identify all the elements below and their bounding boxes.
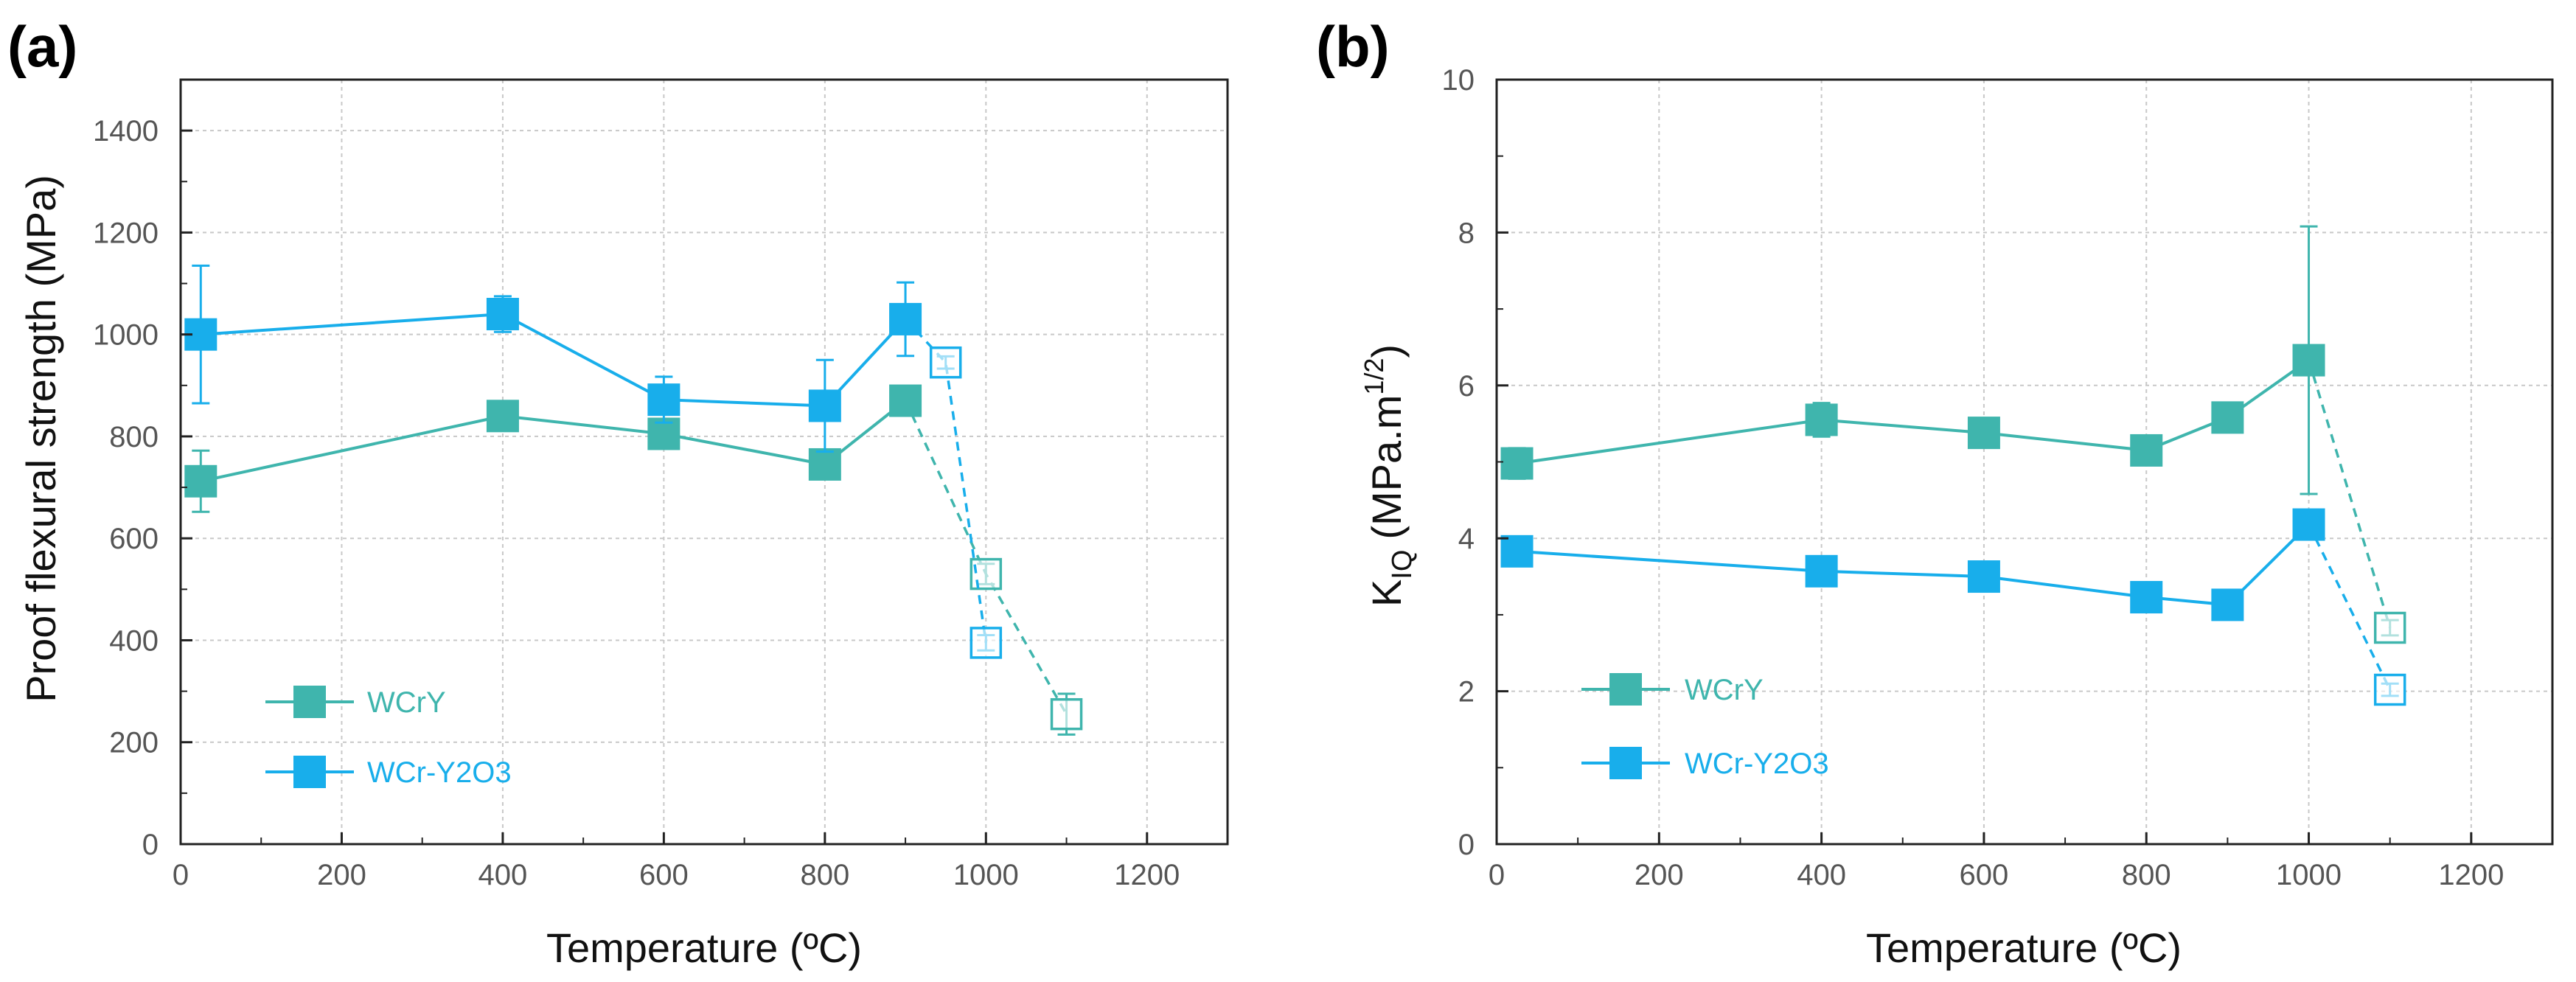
y-tick-label: 800: [109, 421, 159, 453]
y-tick-label: 4: [1458, 523, 1475, 555]
panel-a-legend: WCrY WCr-Y2O3: [265, 686, 512, 789]
panel-a-y-axis-label: Proof flexural strength (MPa): [18, 175, 64, 703]
open-data-point: [970, 627, 1003, 659]
data-point: [1805, 554, 1838, 588]
panel-b-grid: [1497, 79, 2552, 844]
y-tick-label: 1400: [93, 115, 159, 147]
data-point: [1805, 403, 1838, 436]
open-data-point: [1050, 697, 1083, 731]
panel-b-ticks: 0 200 400 600 800 1000 1200 0 2 4 6 8 10: [1442, 64, 2504, 891]
x-tick-label: 0: [1489, 859, 1505, 891]
panel-b-data: [1500, 225, 2406, 706]
x-tick-label: 200: [317, 859, 366, 891]
x-tick-label: 200: [1635, 859, 1684, 891]
data-point: [486, 298, 519, 331]
data-point: [2130, 581, 2163, 614]
data-point: [889, 384, 922, 417]
open-data-point: [2373, 673, 2406, 706]
x-tick-label: 1200: [1114, 859, 1180, 891]
panel-a-label: (a): [7, 14, 77, 79]
x-tick-label: 800: [800, 859, 849, 891]
y-tick-label: 10: [1442, 64, 1475, 97]
data-point: [2292, 344, 2325, 377]
data-point: [486, 400, 519, 433]
y-tick-label: 200: [109, 727, 159, 759]
data-point: [647, 383, 680, 417]
panel-b-x-axis-label: Temperature (ºC): [1866, 924, 2182, 971]
y-tick-label: 400: [109, 624, 159, 657]
series-dashed-line-0: [904, 400, 1068, 715]
legend-label-wcr-y2o3: WCr-Y2O3: [367, 756, 512, 789]
series-line-0: [1517, 358, 2310, 465]
open-data-point: [929, 346, 962, 379]
legend-marker-wcr-y2o3: [1609, 747, 1642, 779]
data-point: [808, 448, 841, 481]
data-point: [1500, 447, 1534, 480]
y-tick-label: 1200: [93, 217, 159, 249]
legend-marker-wcry: [1609, 673, 1642, 706]
x-tick-label: 0: [173, 859, 189, 891]
panel-b: (b) 0 200 400 600 800 1000 1200 0 2 4 6 8 10 Tempera…: [1316, 14, 2554, 971]
x-tick-label: 800: [2122, 859, 2171, 891]
x-tick-label: 1000: [2276, 859, 2342, 891]
panel-b-label: (b): [1316, 14, 1390, 79]
legend-label-wcry: WCrY: [367, 686, 446, 719]
legend-marker-wcry: [293, 686, 326, 718]
legend-label-wcr-y2o3: WCr-Y2O3: [1685, 748, 1829, 780]
data-point: [184, 464, 217, 498]
y-tick-label: 2: [1458, 676, 1475, 708]
data-point: [2211, 588, 2244, 621]
y-tick-label: 0: [1458, 829, 1475, 861]
legend-marker-wcr-y2o3: [293, 756, 326, 788]
series-dashed-line-0: [2307, 360, 2392, 629]
y-tick-label: 1000: [93, 319, 159, 352]
open-data-point: [970, 557, 1003, 591]
panel-b-y-axis-label: KIQ(MPa.m1/2): [1359, 344, 1418, 607]
data-point: [2211, 401, 2244, 434]
panel-a-data: [184, 264, 1083, 736]
x-tick-label: 1000: [953, 859, 1019, 891]
panel-a-x-axis-label: Temperature (ºC): [546, 924, 862, 971]
data-point: [1967, 560, 2000, 593]
y-tick-label: 6: [1458, 370, 1475, 403]
x-tick-label: 400: [1797, 859, 1846, 891]
panel-a: (a) 0 200 400 600 800 1000 1200 0 200 400 600 800 10…: [7, 14, 1229, 971]
series-line-1: [1517, 523, 2310, 607]
panel-a-plot-frame: [179, 78, 1229, 846]
data-point: [1967, 417, 2000, 450]
series-line-0: [200, 399, 907, 483]
panel-a-grid: [181, 80, 1228, 844]
x-tick-label: 600: [639, 859, 689, 891]
data-point: [1500, 534, 1534, 568]
open-data-point: [2373, 611, 2406, 644]
series-line-1: [201, 312, 907, 408]
data-point: [889, 302, 922, 335]
legend-label-wcry: WCrY: [1685, 674, 1764, 706]
x-tick-label: 400: [478, 859, 528, 891]
data-point: [2130, 433, 2163, 467]
data-point: [808, 389, 841, 422]
x-tick-label: 600: [1960, 859, 2009, 891]
y-tick-label: 0: [142, 829, 159, 861]
panel-a-ticks: 0 200 400 600 800 1000 1200 0 200 400 600 800 1000 12…: [93, 115, 1180, 891]
y-tick-label: 8: [1458, 217, 1475, 249]
y-tick-label: 600: [109, 523, 159, 555]
data-point: [2292, 508, 2325, 541]
panel-b-plot-frame: [1495, 78, 2554, 846]
x-tick-label: 1200: [2438, 859, 2504, 891]
series-dashed-line-1: [2307, 523, 2392, 691]
panel-b-legend: WCrY WCr-Y2O3: [1581, 673, 1829, 780]
